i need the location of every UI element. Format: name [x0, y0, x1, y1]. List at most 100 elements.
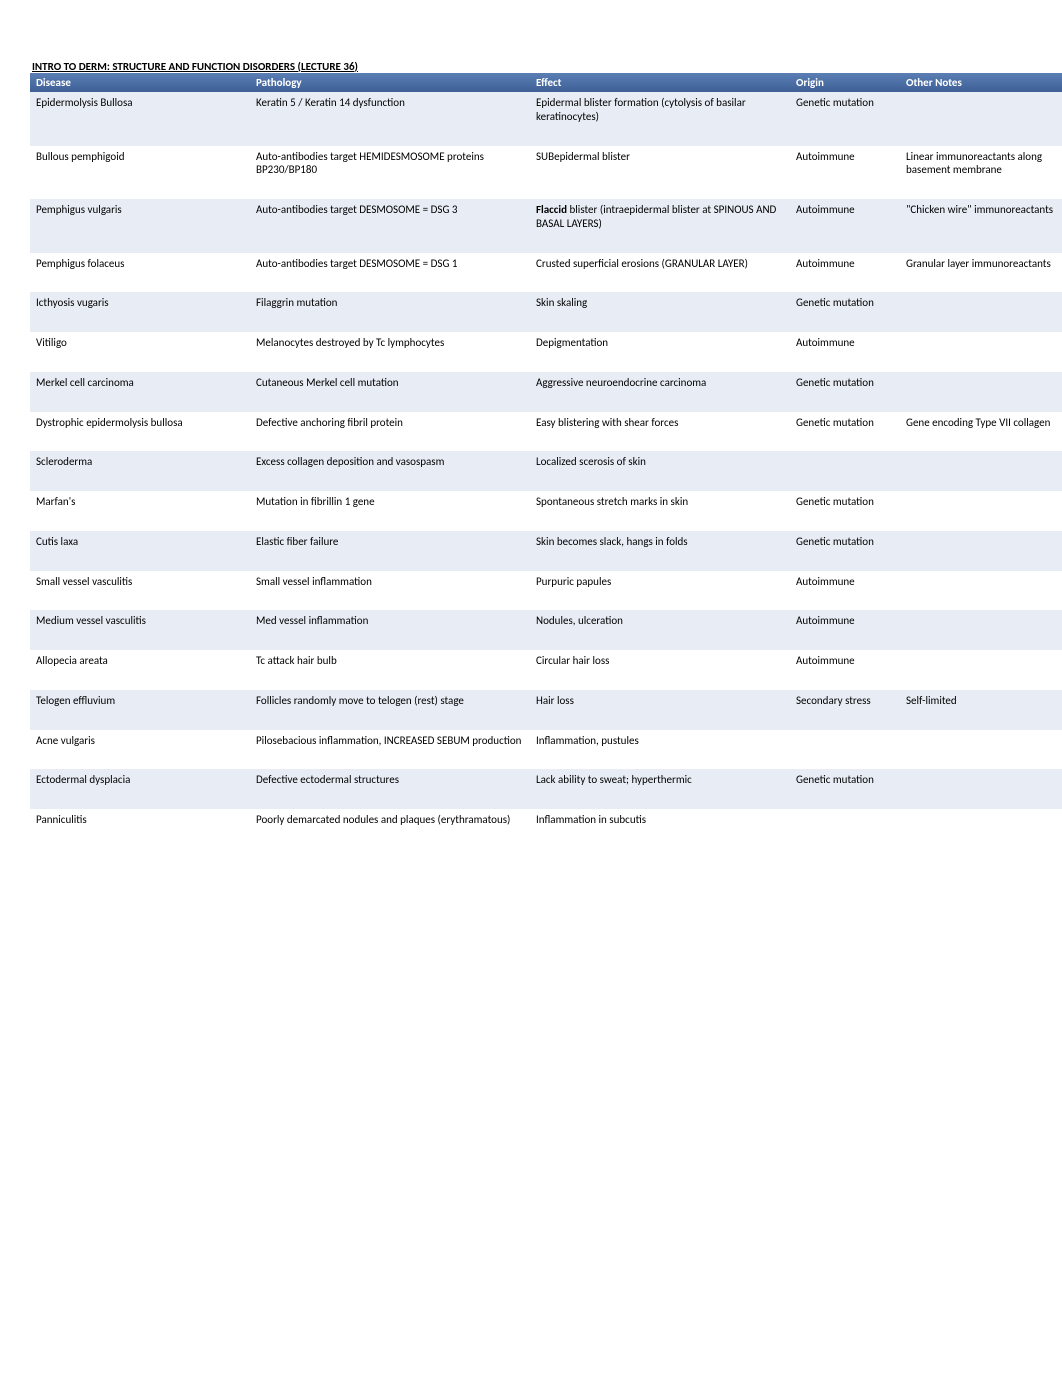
cell-origin: Genetic mutation	[790, 92, 900, 146]
cell-disease: Ectodermal dysplacia	[30, 769, 250, 809]
cell-pathology: Auto-antibodies target DESMOSOME = DSG 1	[250, 253, 530, 293]
cell-notes	[900, 531, 1062, 571]
cell-disease: Marfan's	[30, 491, 250, 531]
table-body: Epidermolysis BullosaKeratin 5 / Keratin…	[30, 92, 1062, 849]
cell-effect: Aggressive neuroendocrine carcinoma	[530, 372, 790, 412]
cell-origin: Genetic mutation	[790, 531, 900, 571]
col-header-origin: Origin	[790, 73, 900, 92]
cell-disease: Dystrophic epidermolysis bullosa	[30, 412, 250, 452]
cell-effect: Lack ability to sweat; hyperthermic	[530, 769, 790, 809]
cell-notes	[900, 92, 1062, 146]
cell-effect: Localized scerosis of skin	[530, 451, 790, 491]
cell-origin: Genetic mutation	[790, 769, 900, 809]
cell-notes	[900, 650, 1062, 690]
table-header-row: Disease Pathology Effect Origin Other No…	[30, 73, 1062, 92]
cell-origin: Autoimmune	[790, 332, 900, 372]
table-row: Ectodermal dysplaciaDefective ectodermal…	[30, 769, 1062, 809]
cell-disease: Epidermolysis Bullosa	[30, 92, 250, 146]
cell-pathology: Defective anchoring fibril protein	[250, 412, 530, 452]
table-row: Small vessel vasculitisSmall vessel infl…	[30, 571, 1062, 611]
cell-origin: Genetic mutation	[790, 412, 900, 452]
table-row: Pemphigus folaceusAuto-antibodies target…	[30, 253, 1062, 293]
cell-notes: Self-limited	[900, 690, 1062, 730]
cell-effect: SUBepidermal blister	[530, 146, 790, 200]
cell-disease: Pemphigus vulgaris	[30, 199, 250, 253]
cell-pathology: Med vessel inflammation	[250, 610, 530, 650]
cell-origin: Genetic mutation	[790, 491, 900, 531]
col-header-notes: Other Notes	[900, 73, 1062, 92]
cell-pathology: Tc attack hair bulb	[250, 650, 530, 690]
cell-pathology: Small vessel inflammation	[250, 571, 530, 611]
cell-effect: Nodules, ulceration	[530, 610, 790, 650]
table-row: PanniculitisPoorly demarcated nodules an…	[30, 809, 1062, 849]
cell-notes	[900, 610, 1062, 650]
cell-pathology: Poorly demarcated nodules and plaques (e…	[250, 809, 530, 849]
cell-origin: Secondary stress	[790, 690, 900, 730]
cell-notes	[900, 730, 1062, 770]
cell-notes: "Chicken wire" immunoreactants	[900, 199, 1062, 253]
cell-pathology: Mutation in fibrillin 1 gene	[250, 491, 530, 531]
cell-notes	[900, 451, 1062, 491]
table-row: Icthyosis vugarisFilaggrin mutationSkin …	[30, 292, 1062, 332]
cell-effect: Hair loss	[530, 690, 790, 730]
cell-origin: Autoimmune	[790, 199, 900, 253]
cell-pathology: Defective ectodermal structures	[250, 769, 530, 809]
cell-disease: Bullous pemphigoid	[30, 146, 250, 200]
col-header-disease: Disease	[30, 73, 250, 92]
table-row: Merkel cell carcinomaCutaneous Merkel ce…	[30, 372, 1062, 412]
page-title: INTRO TO DERM: STRUCTURE AND FUNCTION DI…	[30, 60, 1032, 73]
cell-origin	[790, 730, 900, 770]
cell-notes	[900, 491, 1062, 531]
cell-pathology: Pilosebacious inflammation, INCREASED SE…	[250, 730, 530, 770]
table-row: Acne vulgarisPilosebacious inflammation,…	[30, 730, 1062, 770]
cell-pathology: Excess collagen deposition and vasospasm	[250, 451, 530, 491]
cell-disease: Icthyosis vugaris	[30, 292, 250, 332]
cell-disease: Scleroderma	[30, 451, 250, 491]
cell-origin: Autoimmune	[790, 650, 900, 690]
cell-disease: Acne vulgaris	[30, 730, 250, 770]
table-row: Pemphigus vulgarisAuto-antibodies target…	[30, 199, 1062, 253]
cell-notes	[900, 372, 1062, 412]
cell-effect: Easy blistering with shear forces	[530, 412, 790, 452]
cell-pathology: Filaggrin mutation	[250, 292, 530, 332]
table-row: Medium vessel vasculitisMed vessel infla…	[30, 610, 1062, 650]
table-row: Epidermolysis BullosaKeratin 5 / Keratin…	[30, 92, 1062, 146]
cell-notes	[900, 769, 1062, 809]
cell-pathology: Cutaneous Merkel cell mutation	[250, 372, 530, 412]
cell-origin: Genetic mutation	[790, 372, 900, 412]
cell-notes: Granular layer immunoreactants	[900, 253, 1062, 293]
cell-effect: Depigmentation	[530, 332, 790, 372]
cell-disease: Small vessel vasculitis	[30, 571, 250, 611]
table-row: VitiligoMelanocytes destroyed by Tc lymp…	[30, 332, 1062, 372]
cell-disease: Medium vessel vasculitis	[30, 610, 250, 650]
col-header-effect: Effect	[530, 73, 790, 92]
cell-disease: Vitiligo	[30, 332, 250, 372]
cell-pathology: Keratin 5 / Keratin 14 dysfunction	[250, 92, 530, 146]
cell-notes: Gene encoding Type VII collagen	[900, 412, 1062, 452]
cell-disease: Allopecia areata	[30, 650, 250, 690]
cell-pathology: Auto-antibodies target HEMIDESMOSOME pro…	[250, 146, 530, 200]
cell-origin	[790, 451, 900, 491]
cell-origin: Autoimmune	[790, 253, 900, 293]
cell-pathology: Auto-antibodies target DESMOSOME = DSG 3	[250, 199, 530, 253]
cell-origin: Autoimmune	[790, 146, 900, 200]
disorders-table: Disease Pathology Effect Origin Other No…	[30, 73, 1062, 849]
cell-notes	[900, 292, 1062, 332]
cell-effect: Purpuric papules	[530, 571, 790, 611]
table-row: SclerodermaExcess collagen deposition an…	[30, 451, 1062, 491]
cell-notes: Linear immunoreactants along basement me…	[900, 146, 1062, 200]
cell-disease: Telogen effluvium	[30, 690, 250, 730]
table-row: Bullous pemphigoidAuto-antibodies target…	[30, 146, 1062, 200]
cell-effect: Circular hair loss	[530, 650, 790, 690]
cell-pathology: Elastic fiber failure	[250, 531, 530, 571]
cell-origin	[790, 809, 900, 849]
cell-origin: Autoimmune	[790, 571, 900, 611]
cell-effect: Epidermal blister formation (cytolysis o…	[530, 92, 790, 146]
cell-effect: Flaccid blister (intraepidermal blister …	[530, 199, 790, 253]
cell-pathology: Melanocytes destroyed by Tc lymphocytes	[250, 332, 530, 372]
cell-pathology: Follicles randomly move to telogen (rest…	[250, 690, 530, 730]
cell-effect: Skin becomes slack, hangs in folds	[530, 531, 790, 571]
table-row: Telogen effluviumFollicles randomly move…	[30, 690, 1062, 730]
cell-effect: Spontaneous stretch marks in skin	[530, 491, 790, 531]
table-row: Cutis laxaElastic fiber failureSkin beco…	[30, 531, 1062, 571]
